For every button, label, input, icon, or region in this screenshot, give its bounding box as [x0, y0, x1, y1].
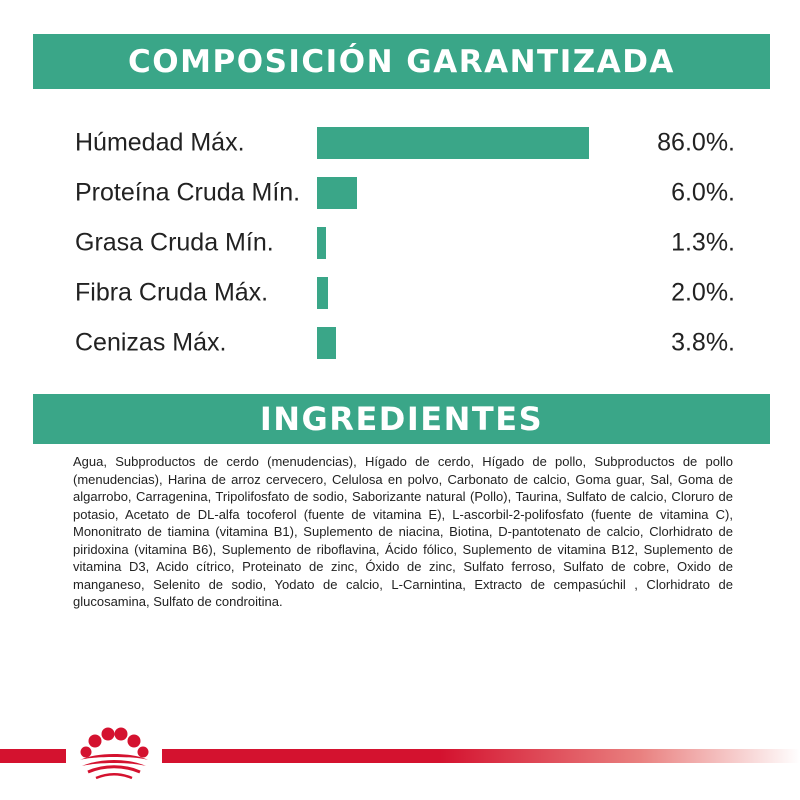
- composition-bar-track: [317, 277, 602, 309]
- composition-bar: [317, 327, 336, 359]
- composition-row-label: Húmedad Máx.: [75, 128, 245, 157]
- composition-banner: COMPOSICIÓN GARANTIZADA: [33, 34, 770, 89]
- footer-red-line: [0, 749, 800, 763]
- composition-bar-track: [317, 177, 602, 209]
- composition-row-label: Cenizas Máx.: [75, 328, 227, 357]
- composition-bar: [317, 177, 357, 209]
- composition-row: Húmedad Máx. 86.0%.: [0, 123, 800, 163]
- composition-bar-track: [317, 127, 602, 159]
- composition-row: Grasa Cruda Mín. 1.3%.: [0, 223, 800, 263]
- composition-bar: [317, 277, 329, 309]
- composition-title: COMPOSICIÓN GARANTIZADA: [128, 43, 675, 80]
- composition-row-value: 1.3%.: [671, 228, 735, 257]
- ingredients-text: Agua, Subproductos de cerdo (menudencias…: [73, 454, 733, 609]
- composition-row: Proteína Cruda Mín. 6.0%.: [0, 173, 800, 213]
- composition-row-label: Grasa Cruda Mín.: [75, 228, 274, 257]
- composition-row-value: 2.0%.: [671, 278, 735, 307]
- composition-bar-track: [317, 227, 602, 259]
- composition-row-value: 86.0%.: [657, 128, 735, 157]
- composition-bar-track: [317, 327, 602, 359]
- royal-canin-crown-icon: [66, 727, 162, 780]
- composition-row-label: Fibra Cruda Máx.: [75, 278, 269, 307]
- ingredients-title: INGREDIENTES: [259, 400, 544, 438]
- composition-row: Cenizas Máx. 3.8%.: [0, 323, 800, 363]
- ingredients-banner: INGREDIENTES: [33, 394, 770, 444]
- composition-row-value: 3.8%.: [671, 328, 735, 357]
- composition-bar: [317, 227, 326, 259]
- composition-row-label: Proteína Cruda Mín.: [75, 178, 301, 207]
- composition-bar: [317, 127, 590, 159]
- composition-row: Fibra Cruda Máx. 2.0%.: [0, 273, 800, 313]
- composition-row-value: 6.0%.: [671, 178, 735, 207]
